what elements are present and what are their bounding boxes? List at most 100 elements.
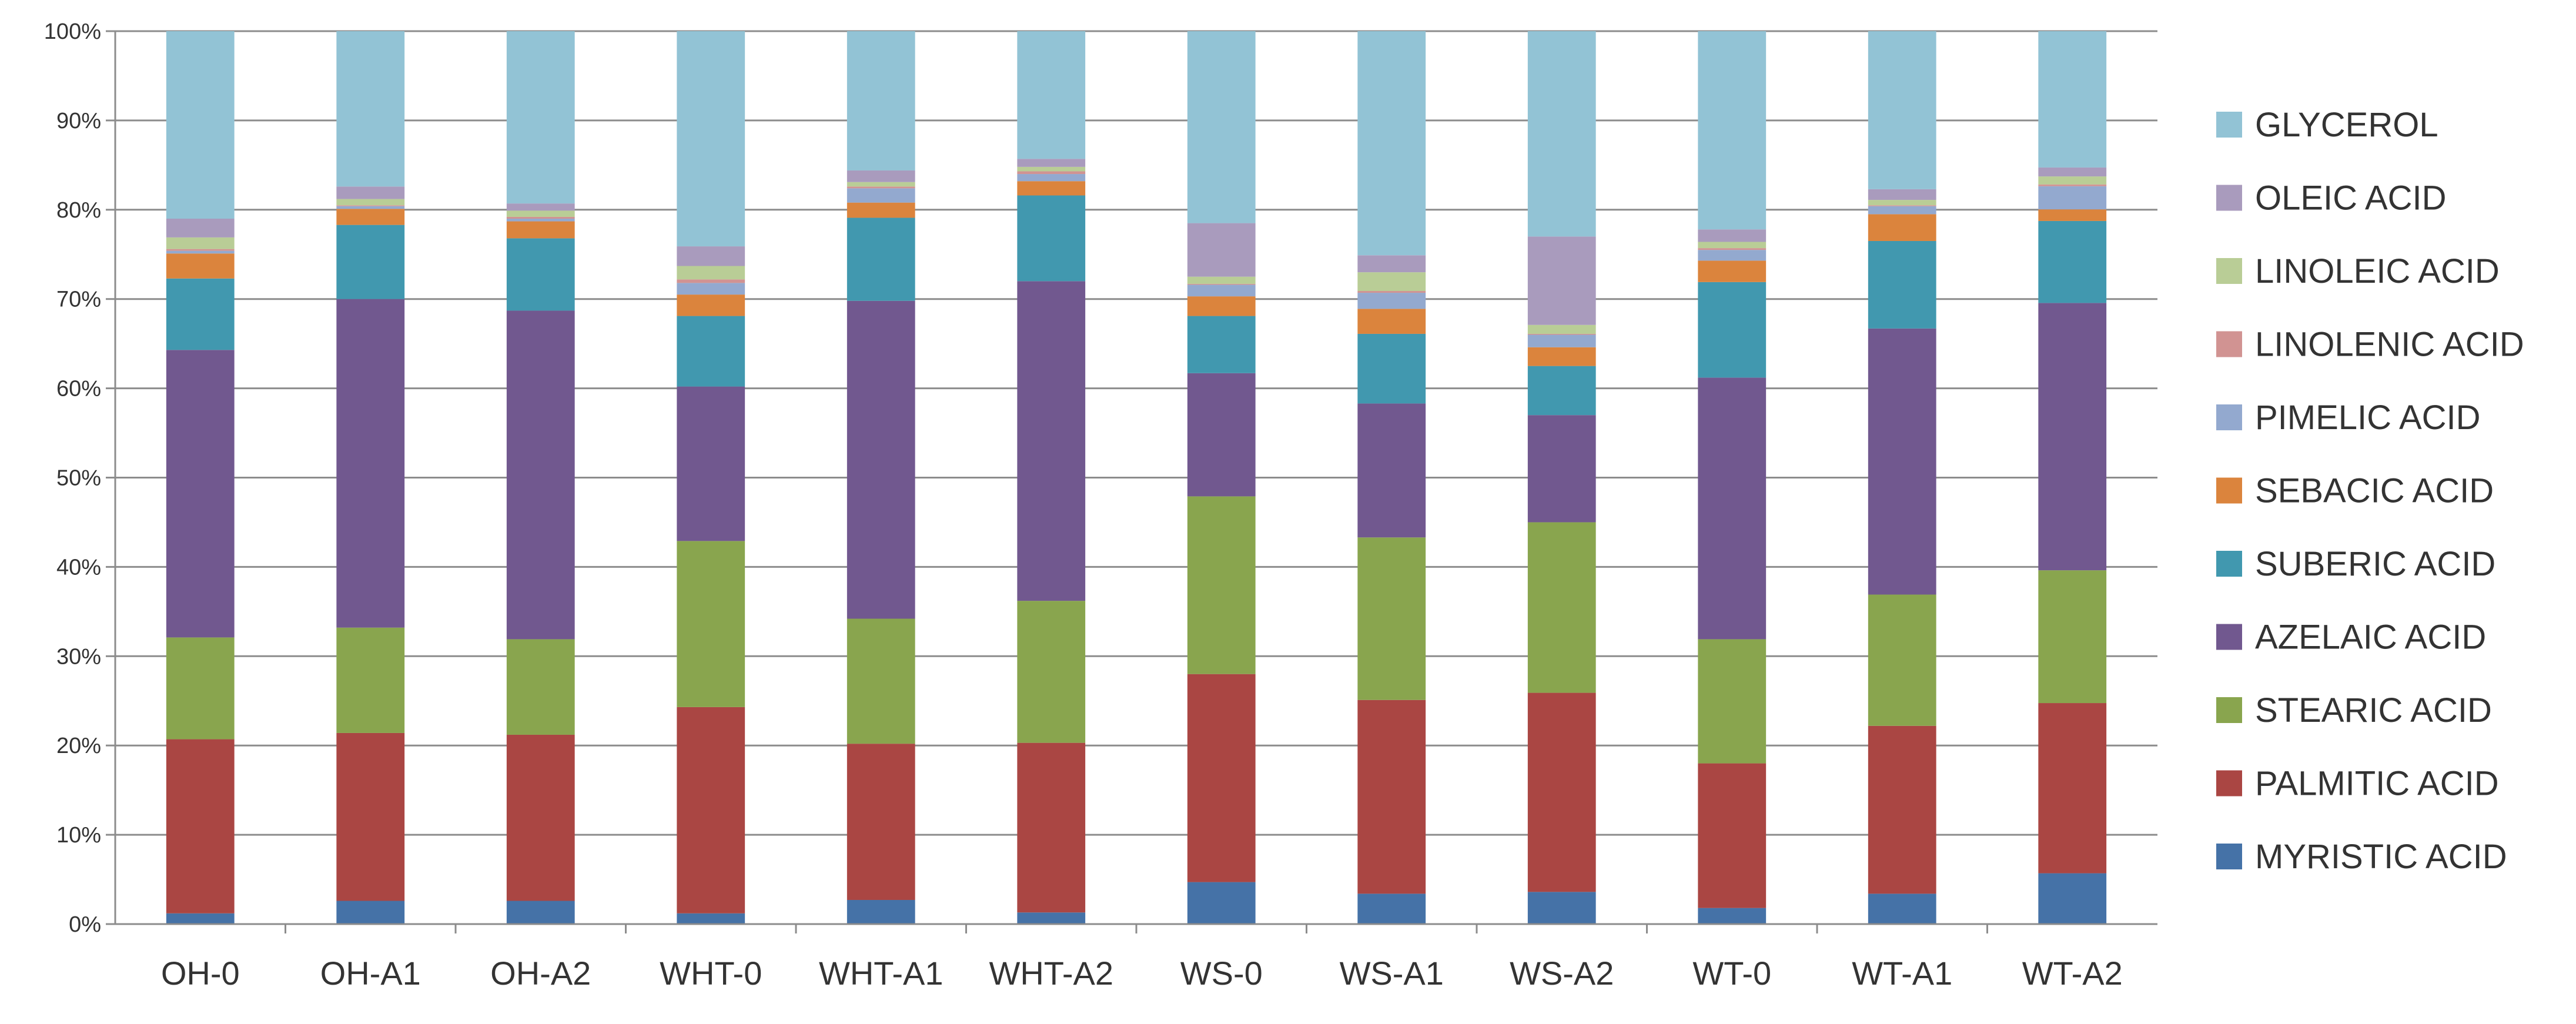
x-tick-label: WS-A2	[1510, 955, 1614, 992]
legend-item-linolenic-acid: LINOLENIC ACID	[2216, 326, 2524, 364]
bar-segment-pimelic-acid-wt-0	[1698, 250, 1767, 261]
legend-item-stearic-acid: STEARIC ACID	[2216, 691, 2492, 729]
bar-segment-linolenic-acid-ws-0	[1187, 283, 1256, 285]
legend-item-pimelic-acid: PIMELIC ACID	[2216, 399, 2481, 437]
x-tick-label: WHT-A2	[989, 955, 1113, 992]
bar-segment-stearic-acid-ws-a1	[1357, 537, 1426, 700]
bar-segment-glycerol-oh-0	[166, 31, 235, 219]
legend-swatch	[2216, 185, 2242, 211]
bar-segment-myristic-acid-wt-a1	[1868, 894, 1936, 924]
bar-segment-suberic-acid-wt-a1	[1868, 240, 1936, 329]
bar-segment-pimelic-acid-oh-0	[166, 250, 235, 254]
legend-swatch	[2216, 112, 2242, 138]
bar-segment-sebacic-acid-wt-0	[1698, 260, 1767, 282]
bar-segment-sebacic-acid-ws-a1	[1357, 309, 1426, 334]
bar-segment-glycerol-wt-a1	[1868, 31, 1936, 189]
bar-segment-linoleic-acid-ws-a2	[1527, 324, 1596, 334]
bar-segment-palmitic-acid-oh-a2	[506, 734, 575, 901]
bar-segment-oleic-acid-ws-a1	[1357, 255, 1426, 273]
bar-segment-myristic-acid-ws-a1	[1357, 894, 1426, 924]
bar-segment-sebacic-acid-oh-a1	[336, 209, 405, 225]
bar-segment-azelaic-acid-ws-a2	[1527, 415, 1596, 523]
legend-item-oleic-acid: OLEIC ACID	[2216, 179, 2447, 217]
bar-segment-azelaic-acid-wht-a1	[847, 300, 915, 619]
x-tick-label: WHT-A1	[819, 955, 944, 992]
bar-segment-sebacic-acid-oh-a2	[506, 221, 575, 239]
bar-segment-stearic-acid-wt-0	[1698, 639, 1767, 764]
bar-segment-azelaic-acid-ws-a1	[1357, 403, 1426, 538]
bar-segment-pimelic-acid-wt-a1	[1868, 206, 1936, 215]
bar-segment-oleic-acid-wht-a1	[847, 170, 915, 182]
legend-swatch	[2216, 624, 2242, 650]
bar-segment-pimelic-acid-oh-a1	[336, 206, 405, 209]
x-tick-label: WHT-0	[660, 955, 762, 992]
bar-segment-myristic-acid-oh-a1	[336, 901, 405, 924]
bar-segment-stearic-acid-oh-a2	[506, 639, 575, 735]
y-tick-label: 0%	[69, 912, 101, 937]
bar-segment-sebacic-acid-wt-a1	[1868, 214, 1936, 241]
legend-label: PALMITIC ACID	[2255, 765, 2499, 803]
y-tick-label: 50%	[56, 466, 101, 491]
bar-segment-myristic-acid-wht-a1	[847, 899, 915, 924]
legend-label: PIMELIC ACID	[2255, 399, 2481, 437]
bar-segment-azelaic-acid-oh-a1	[336, 299, 405, 628]
bar-segment-myristic-acid-oh-a2	[506, 901, 575, 924]
x-tick-label: WS-0	[1180, 955, 1263, 992]
x-tick-label: WS-A1	[1340, 955, 1444, 992]
y-tick-label: 40%	[56, 555, 101, 580]
legend-item-glycerol: GLYCEROL	[2216, 106, 2438, 144]
bar-segment-stearic-acid-wt-a1	[1868, 594, 1936, 726]
bar-segment-linoleic-acid-oh-a1	[336, 199, 405, 206]
y-tick-label: 100%	[44, 19, 101, 44]
y-tick-label: 60%	[56, 377, 101, 401]
bar-segment-palmitic-acid-wt-0	[1698, 763, 1767, 908]
bar-segment-sebacic-acid-oh-0	[166, 253, 235, 279]
bar-segment-sebacic-acid-wht-a1	[847, 202, 915, 218]
bar-segment-palmitic-acid-ws-a2	[1527, 692, 1596, 892]
legend-swatch	[2216, 551, 2242, 577]
bar-segment-azelaic-acid-oh-a2	[506, 310, 575, 640]
bar-segment-stearic-acid-wht-a2	[1017, 601, 1086, 743]
bar-segment-palmitic-acid-ws-0	[1187, 674, 1256, 882]
bar-segment-palmitic-acid-wt-a2	[2038, 703, 2107, 874]
bar-segment-linolenic-acid-wht-a1	[847, 186, 915, 189]
legend-label: LINOLEIC ACID	[2255, 252, 2500, 290]
legend-swatch	[2216, 697, 2242, 723]
bar-segment-sebacic-acid-ws-0	[1187, 296, 1256, 316]
bars	[166, 31, 2107, 924]
bar-segment-glycerol-oh-a1	[336, 31, 405, 187]
bar-segment-oleic-acid-oh-a1	[336, 186, 405, 199]
bar-segment-oleic-acid-wt-0	[1698, 229, 1767, 242]
bar-segment-linolenic-acid-oh-a1	[336, 205, 405, 206]
bar-segment-suberic-acid-wht-a2	[1017, 195, 1086, 282]
bar-segment-palmitic-acid-wht-0	[677, 707, 745, 913]
bar-segment-pimelic-acid-oh-a2	[506, 218, 575, 222]
bar-segment-azelaic-acid-oh-0	[166, 350, 235, 638]
x-tick-label: OH-0	[161, 955, 240, 992]
legend-item-palmitic-acid: PALMITIC ACID	[2216, 765, 2499, 803]
bar-segment-suberic-acid-wht-a1	[847, 217, 915, 301]
bar-segment-linoleic-acid-oh-a2	[506, 210, 575, 217]
legend-label: SUBERIC ACID	[2255, 545, 2495, 583]
bar-segment-linoleic-acid-wt-0	[1698, 242, 1767, 249]
bar-segment-oleic-acid-oh-a2	[506, 203, 575, 211]
bar-segment-oleic-acid-wht-a2	[1017, 159, 1086, 167]
bar-segment-stearic-acid-wt-a2	[2038, 570, 2107, 704]
bar-segment-pimelic-acid-wt-a2	[2038, 186, 2107, 210]
x-tick-label: OH-A1	[320, 955, 421, 992]
bar-segment-stearic-acid-ws-a2	[1527, 522, 1596, 693]
bar-segment-palmitic-acid-oh-a1	[336, 732, 405, 901]
bar-segment-myristic-acid-wht-0	[677, 913, 745, 924]
bar-segment-suberic-acid-oh-0	[166, 278, 235, 350]
bar-segment-stearic-acid-oh-a1	[336, 627, 405, 733]
bar-segment-sebacic-acid-wt-a2	[2038, 209, 2107, 221]
bar-segment-stearic-acid-wht-0	[677, 541, 745, 707]
bar-segment-suberic-acid-wht-0	[677, 316, 745, 387]
bar-segment-palmitic-acid-oh-0	[166, 739, 235, 913]
y-tick-label: 20%	[56, 734, 101, 758]
bar-segment-glycerol-ws-a1	[1357, 31, 1426, 256]
bar-segment-azelaic-acid-wt-a2	[2038, 303, 2107, 571]
bar-segment-glycerol-ws-0	[1187, 31, 1256, 223]
legend-swatch	[2216, 477, 2242, 504]
